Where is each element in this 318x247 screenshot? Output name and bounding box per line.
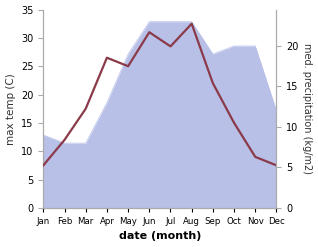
Y-axis label: max temp (C): max temp (C) [5,73,16,144]
Y-axis label: med. precipitation (kg/m2): med. precipitation (kg/m2) [302,43,313,174]
X-axis label: date (month): date (month) [119,231,201,242]
